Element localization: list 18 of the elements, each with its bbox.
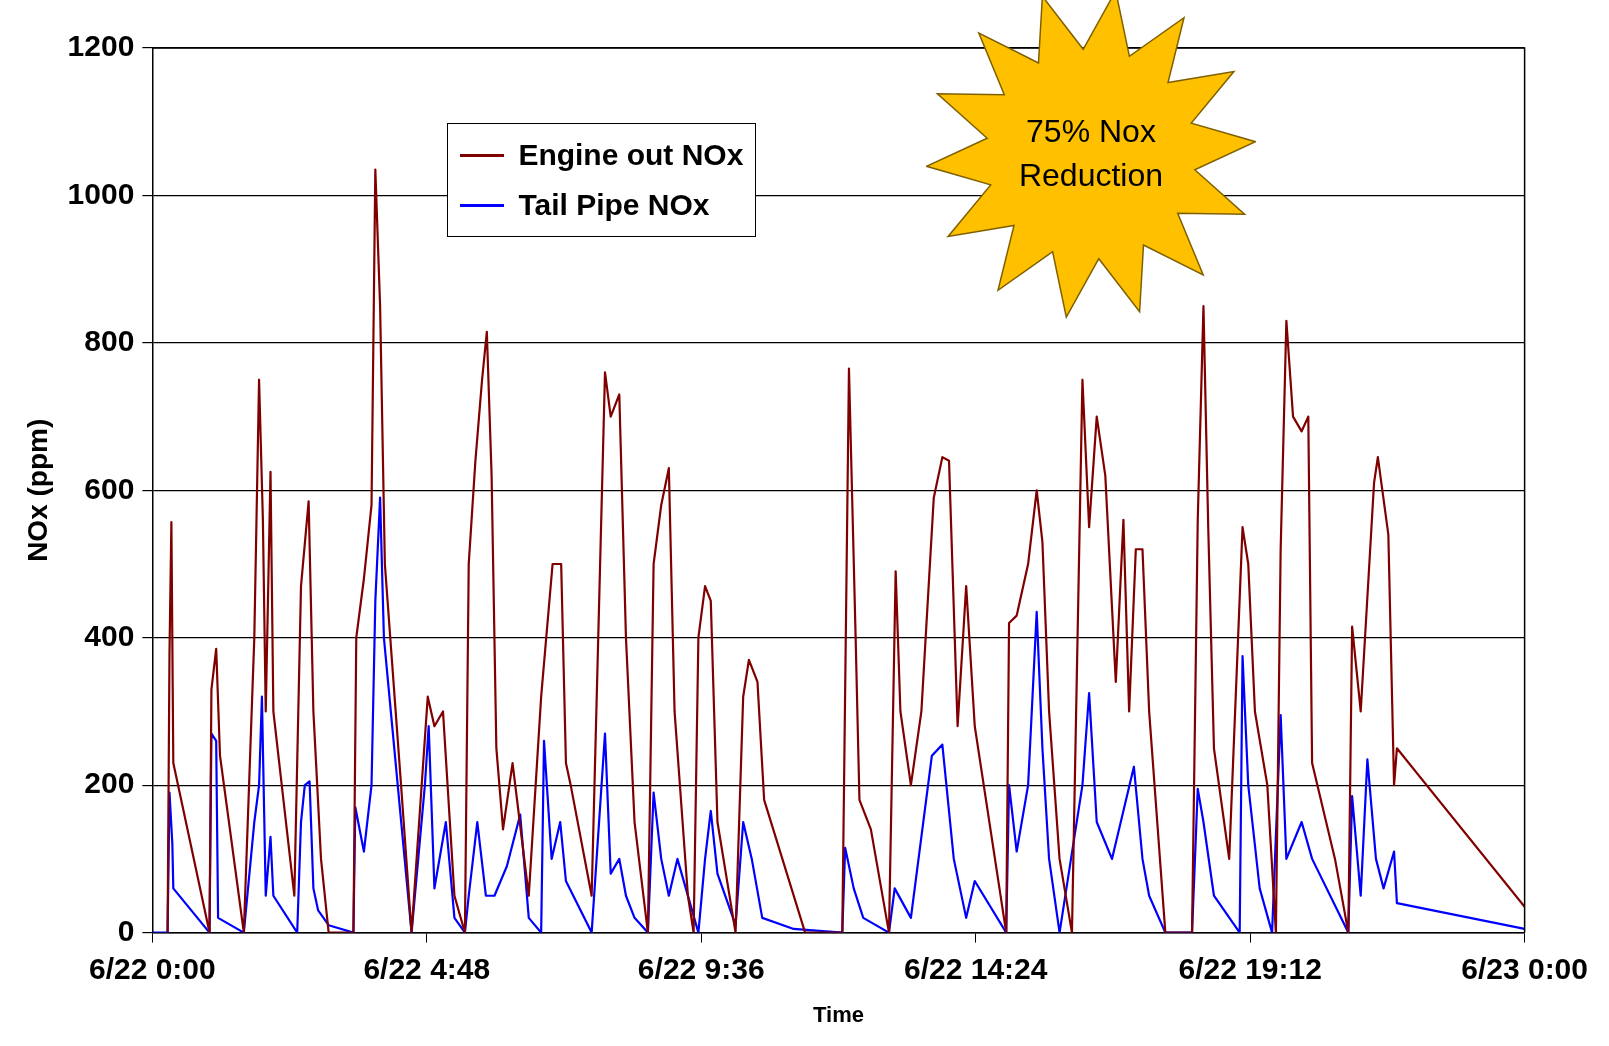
x-tick-label: 6/22 19:12 xyxy=(1178,951,1322,985)
y-tick-label: 0 xyxy=(117,913,135,947)
y-tick-label: 1000 xyxy=(67,176,135,210)
x-tick-label: 6/22 4:48 xyxy=(363,951,491,985)
y-tick-label: 200 xyxy=(84,766,135,800)
x-tick-label: 6/22 9:36 xyxy=(637,951,765,985)
y-axis-title: NOx (ppm) xyxy=(21,418,53,562)
legend-label: Engine out NOx xyxy=(518,138,744,173)
annotation: 75% Nox Reduction xyxy=(1017,112,1164,196)
x-tick-label: 6/23 0:00 xyxy=(1461,951,1589,985)
x-axis-title: Time xyxy=(813,1001,864,1027)
y-tick-label: 800 xyxy=(84,324,135,358)
y-tick-label: 1200 xyxy=(67,29,135,63)
y-tick-label: 400 xyxy=(84,619,135,652)
x-tick-label: 6/22 0:00 xyxy=(88,951,216,985)
legend-label: Tail Pipe NOx xyxy=(518,188,710,223)
x-tick-label: 6/22 14:24 xyxy=(903,951,1048,985)
y-tick-label: 600 xyxy=(84,471,135,505)
